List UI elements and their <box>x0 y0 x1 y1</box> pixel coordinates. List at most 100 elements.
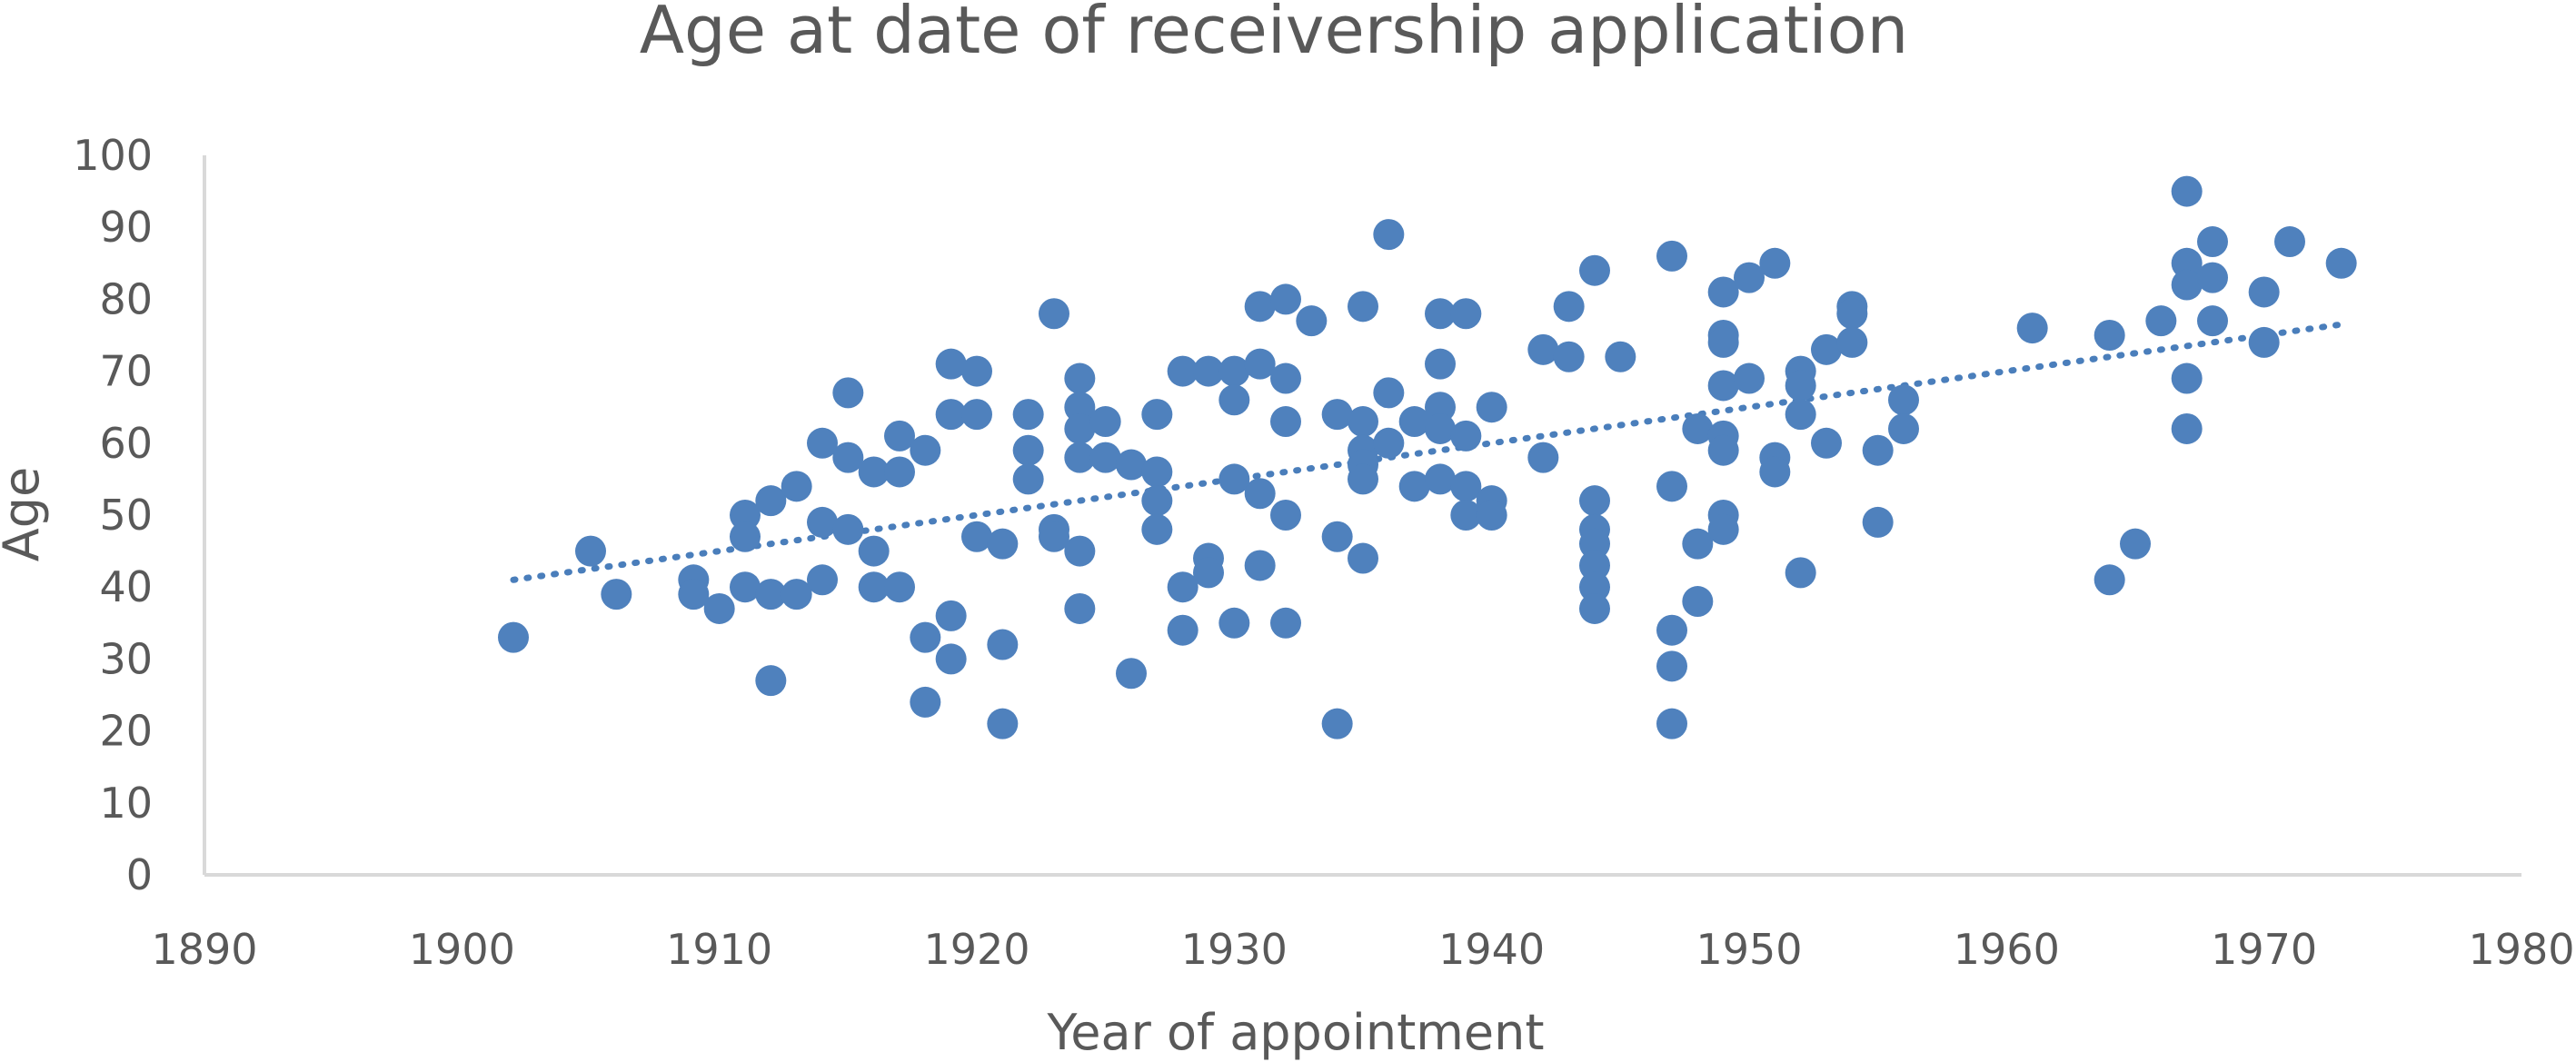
data-point <box>1218 355 1250 387</box>
data-point <box>1167 355 1198 387</box>
data-point <box>1321 708 1353 739</box>
data-point <box>1218 463 1250 495</box>
data-point <box>730 521 761 552</box>
data-point <box>2171 412 2203 444</box>
data-point <box>1527 442 1559 473</box>
data-point <box>2094 564 2125 596</box>
trendline-layer <box>510 321 2345 583</box>
data-point <box>2274 226 2305 258</box>
data-point <box>730 571 761 603</box>
data-point <box>1270 500 1301 531</box>
data-point <box>755 485 787 517</box>
data-point <box>1656 650 1687 682</box>
data-point <box>1116 658 1147 690</box>
data-point <box>1039 298 1069 330</box>
data-point <box>1656 614 1687 646</box>
data-point <box>858 535 890 567</box>
x-tick-label: 1920 <box>923 925 1029 974</box>
data-point <box>935 399 967 431</box>
data-point <box>601 579 632 610</box>
data-point <box>1141 485 1173 517</box>
data-point <box>2094 320 2125 351</box>
data-point <box>1064 592 1096 624</box>
trendline <box>510 321 2345 583</box>
data-point <box>910 434 941 466</box>
data-point <box>2197 262 2228 293</box>
y-tick-label: 70 <box>99 347 153 396</box>
x-axis-title: Year of appointment <box>1046 1004 1544 1061</box>
data-point <box>1450 471 1482 502</box>
data-point <box>2145 305 2177 337</box>
data-point <box>1398 471 1430 502</box>
data-point <box>2016 313 2048 344</box>
data-point <box>987 528 1019 560</box>
x-tick-label: 1900 <box>409 925 515 974</box>
data-point <box>1064 535 1096 567</box>
x-tick-label: 1950 <box>1696 925 1802 974</box>
data-point <box>1785 370 1816 402</box>
data-point <box>1579 254 1610 286</box>
data-point <box>884 456 915 488</box>
data-point <box>1064 362 1096 394</box>
data-point <box>1270 607 1301 639</box>
data-point <box>1373 427 1405 459</box>
data-point <box>858 571 890 603</box>
data-point <box>1089 442 1121 473</box>
data-point <box>1579 550 1610 581</box>
y-tick-label: 40 <box>99 562 153 611</box>
data-point <box>1759 247 1791 279</box>
data-point <box>807 506 838 538</box>
data-point <box>1116 449 1147 481</box>
data-point <box>1656 708 1687 739</box>
data-point <box>832 442 864 473</box>
data-point <box>1012 434 1044 466</box>
data-point <box>1167 571 1198 603</box>
data-point <box>1218 384 1250 416</box>
data-point <box>755 665 787 697</box>
data-point <box>1141 456 1173 488</box>
data-point <box>1089 406 1121 438</box>
data-point <box>1348 542 1378 574</box>
data-points <box>498 175 2357 739</box>
y-tick-label: 10 <box>99 779 153 828</box>
data-point <box>1425 412 1456 444</box>
data-point <box>1064 392 1096 423</box>
data-point <box>1527 333 1559 365</box>
data-point <box>1244 550 1276 581</box>
y-tick-label: 50 <box>99 491 153 540</box>
data-point <box>1862 506 1894 538</box>
data-point <box>1012 463 1044 495</box>
data-point <box>1425 298 1456 330</box>
data-point <box>832 377 864 409</box>
data-point <box>1682 412 1714 444</box>
data-point <box>1244 348 1276 380</box>
data-point <box>935 600 967 631</box>
data-point <box>1579 592 1610 624</box>
data-point <box>1398 406 1430 438</box>
data-point <box>730 500 761 531</box>
data-point <box>1348 406 1378 438</box>
data-point <box>703 592 735 624</box>
data-point <box>935 643 967 675</box>
data-point <box>755 579 787 610</box>
data-point <box>1785 399 1816 431</box>
x-tick-label: 1980 <box>2468 925 2574 974</box>
data-point <box>935 348 967 380</box>
data-point <box>961 399 992 431</box>
data-point <box>1064 412 1096 444</box>
data-point <box>1450 298 1482 330</box>
data-point <box>1244 478 1276 510</box>
data-point <box>2120 528 2151 560</box>
data-point <box>858 456 890 488</box>
data-point <box>1450 420 1482 452</box>
data-point <box>1296 305 1328 337</box>
data-point <box>1682 528 1714 560</box>
y-tick-label: 60 <box>99 419 153 468</box>
data-point <box>807 564 838 596</box>
y-tick-label: 100 <box>73 131 153 180</box>
data-point <box>1553 341 1585 372</box>
data-point <box>1425 348 1456 380</box>
data-point <box>884 571 915 603</box>
x-tick-label: 1940 <box>1438 925 1545 974</box>
